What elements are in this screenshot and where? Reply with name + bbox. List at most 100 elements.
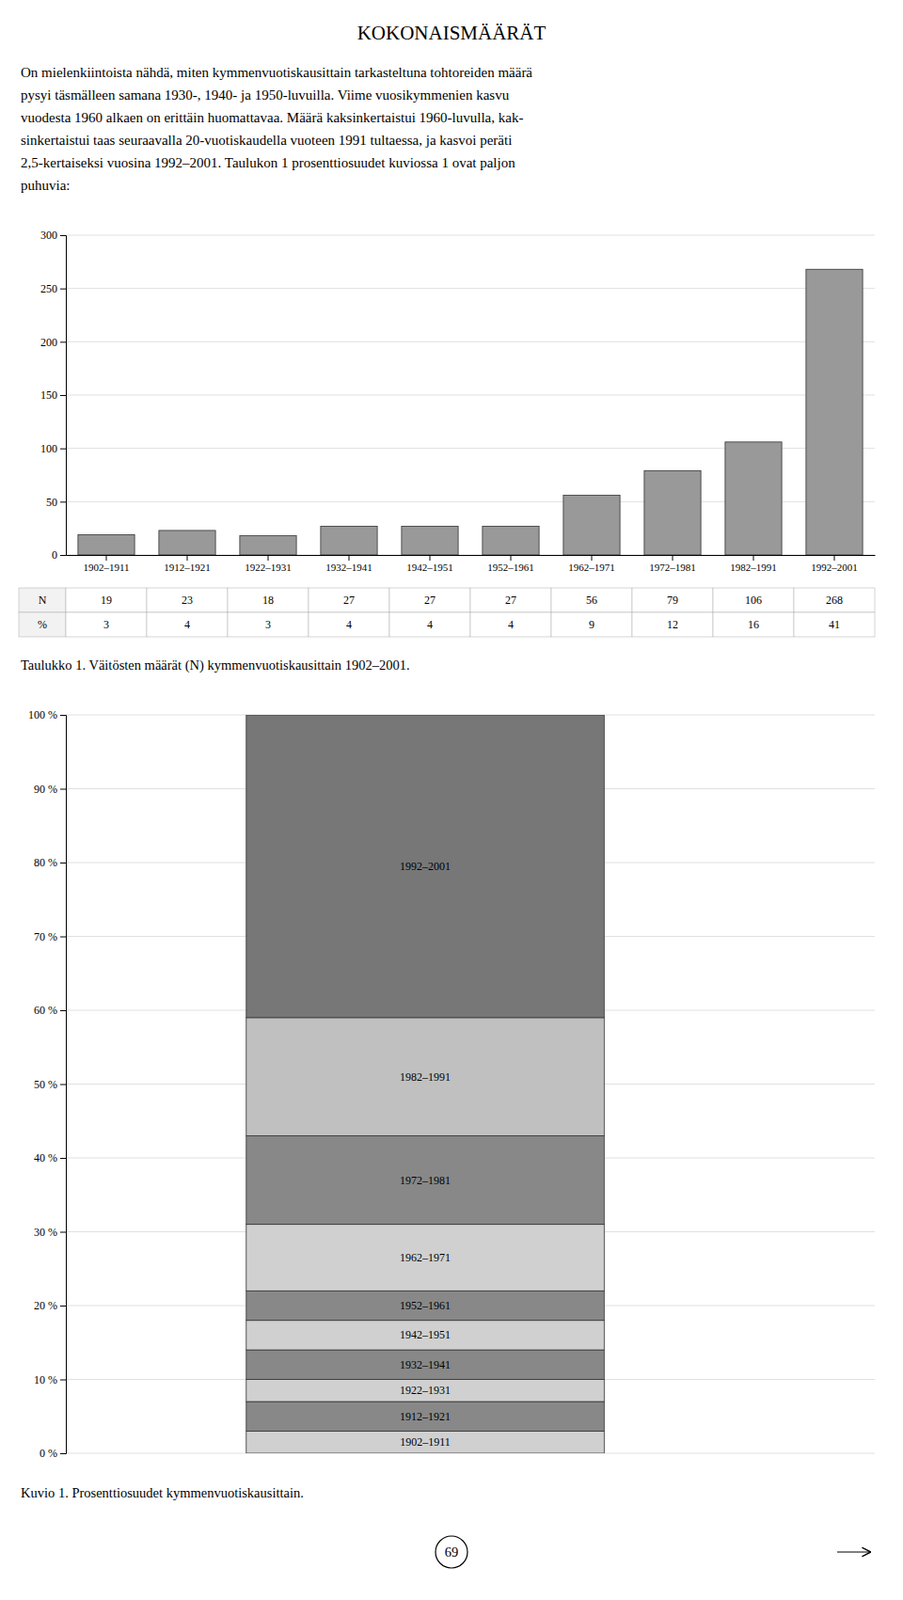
paragraph-line: On mielenkiintoista nähdä, miten kymmenv… (20, 64, 533, 80)
paragraph-line: 2,5-kertaiseksi vuosina 1992–2001. Taulu… (20, 155, 516, 171)
bar (401, 525, 459, 555)
tick: 1932–1941 (325, 554, 373, 573)
bars (78, 269, 863, 555)
grid (65, 235, 875, 555)
tick: 60 % (33, 1003, 66, 1017)
tick-label: 50 % (33, 1077, 58, 1092)
table-value: 16 (747, 617, 760, 632)
tick-mark (268, 554, 270, 561)
segment (246, 1349, 605, 1379)
table-value: 56 (586, 593, 598, 607)
table-header-cell (18, 587, 66, 613)
tick-mark (60, 714, 66, 716)
tick-label: 200 (40, 335, 58, 349)
tick-mark (187, 554, 189, 561)
table-value: 19 (100, 593, 112, 607)
tick: 1982–1991 (729, 554, 777, 573)
segment (246, 1401, 605, 1431)
table-value: 41 (828, 617, 840, 632)
segment-label: 1912–1921 (399, 1409, 451, 1424)
table-cell (551, 612, 633, 637)
tick-mark (60, 1010, 66, 1012)
tick-mark (60, 1157, 66, 1159)
tick: 80 % (33, 855, 66, 870)
tick-mark (429, 554, 431, 561)
table-cell (712, 587, 794, 613)
table-value: 18 (262, 593, 274, 607)
tick-label: 50 (46, 495, 58, 509)
tick: 1972–1981 (649, 554, 697, 573)
segment-label: 1902–1911 (399, 1435, 451, 1449)
tick-label: 100 % (28, 708, 58, 722)
bar (158, 530, 216, 555)
tick: 40 % (33, 1151, 66, 1165)
table-cell (146, 587, 228, 613)
tick-mark (591, 554, 593, 561)
grid-line (65, 287, 875, 289)
tick-mark (60, 1453, 66, 1455)
page-number-circle (435, 1536, 468, 1569)
tick-label: 30 % (33, 1225, 58, 1239)
tick-label: 100 (40, 442, 58, 456)
tick: 300 (40, 228, 66, 242)
tick: 100 % (28, 708, 66, 722)
tick-label: 1902–1911 (82, 561, 129, 573)
tick: 1942–1951 (406, 554, 454, 573)
tick-label: 1952–1961 (487, 561, 535, 573)
segment-label: 1952–1961 (399, 1299, 451, 1313)
tick-mark (60, 395, 66, 397)
segment (246, 714, 605, 1018)
tick: 1962–1971 (568, 554, 616, 573)
table-value: 4 (507, 617, 514, 632)
bar (725, 442, 782, 555)
table-value: 268 (825, 593, 843, 607)
tick-label: 1972–1981 (649, 561, 697, 573)
tick-mark (60, 862, 66, 864)
tick-mark (60, 554, 66, 556)
figure-caption: Kuvio 1. Prosenttiosuudet kymmenvuotiska… (20, 1485, 304, 1501)
grid-line (65, 235, 875, 237)
table-cell (65, 587, 147, 613)
bar (806, 269, 863, 555)
stacked-bar-chart: 1902–19111912–19211922–19311932–19411942… (28, 708, 875, 1460)
tick: 0 % (39, 1446, 66, 1460)
segment (246, 1320, 605, 1350)
table-cell (227, 612, 309, 637)
tick-label: 1982–1991 (729, 561, 777, 573)
table-value: 4 (184, 617, 191, 632)
tick-label: 1962–1971 (568, 561, 616, 573)
tick-mark (60, 235, 66, 237)
table-cell (632, 612, 713, 637)
segment-label: 1922–1931 (399, 1383, 451, 1397)
table-cell (65, 612, 147, 637)
tick-mark (510, 554, 512, 561)
tick-label: 60 % (33, 1003, 58, 1017)
x-axis: 1902–19111912–19211922–19311932–19411942… (66, 554, 876, 573)
tick-mark (60, 789, 66, 791)
segment-label: 1942–1951 (399, 1328, 451, 1342)
tick-mark (60, 288, 66, 290)
bar-chart: 0501001502002503001902–19111912–19211922… (40, 228, 876, 572)
tick-mark (60, 936, 66, 938)
axis-line (60, 236, 67, 556)
page: KOKONAISMÄÄRÄTOn mielenkiintoista nähdä,… (0, 0, 903, 1600)
bar (78, 534, 135, 555)
table-cell (793, 587, 875, 613)
table-cell (308, 587, 390, 613)
table-value: 3 (103, 617, 110, 632)
segment-label: 1962–1971 (399, 1251, 451, 1265)
tick-label: 20 % (33, 1299, 58, 1313)
segment-label: 1972–1981 (399, 1173, 451, 1188)
tick-label: 80 % (33, 855, 58, 870)
table-cell (470, 612, 552, 637)
tick-mark (348, 554, 350, 561)
tick-label: 40 % (33, 1151, 58, 1165)
tick-label: 1922–1931 (244, 561, 292, 573)
segment-labels: 1902–19111912–19211922–19311932–19411942… (399, 859, 451, 1449)
tick: 10 % (33, 1373, 66, 1387)
tick-mark (834, 554, 836, 561)
tick-label: 90 % (33, 782, 58, 796)
segment (246, 1290, 605, 1320)
tick-label: 1932–1941 (325, 561, 373, 573)
table-value: 106 (744, 593, 762, 607)
